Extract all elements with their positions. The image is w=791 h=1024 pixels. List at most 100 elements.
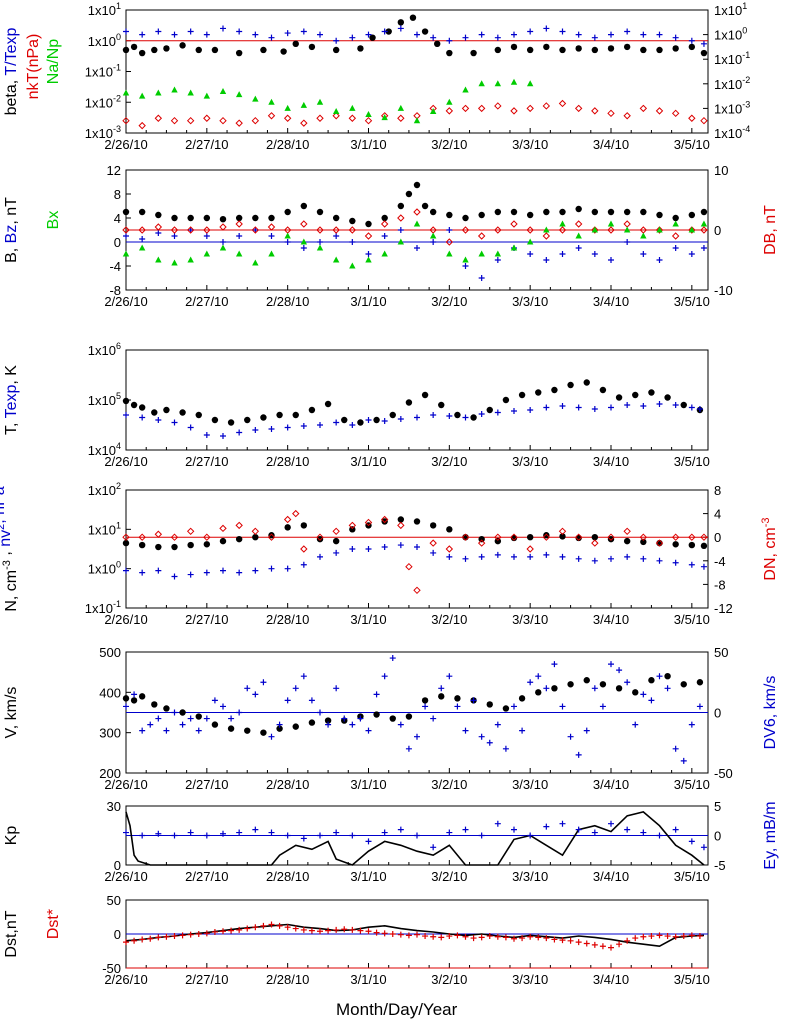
x-tick-label: 2/26/10 — [104, 612, 147, 627]
data-point — [462, 534, 469, 541]
data-point — [138, 121, 146, 130]
x-tick-label: 2/27/10 — [185, 612, 228, 627]
data-point — [138, 226, 146, 234]
data-point — [494, 226, 502, 234]
data-point — [163, 45, 170, 52]
data-point — [179, 42, 186, 49]
data-point — [300, 101, 308, 108]
data-point — [526, 226, 534, 234]
data-point — [624, 239, 631, 245]
data-point — [236, 926, 243, 933]
data-point — [252, 924, 259, 931]
data-point — [559, 251, 566, 257]
data-point — [664, 933, 671, 940]
data-point — [535, 389, 542, 396]
data-point — [494, 820, 501, 827]
data-point — [380, 220, 389, 228]
data-point — [170, 533, 179, 541]
data-point — [268, 426, 275, 432]
data-point — [632, 689, 639, 696]
data-point — [655, 226, 664, 234]
panel-p6: 0 30 -5 0 5 2/26/10 2/27/10 2/28/10 3/1/10 3/2/10… — [3, 799, 779, 884]
x-tick-label: 2/27/10 — [185, 972, 228, 987]
x-tick-label: 3/5/10 — [674, 972, 710, 987]
data-point — [325, 927, 332, 934]
data-point — [122, 89, 130, 96]
data-point — [446, 227, 453, 233]
data-point — [220, 25, 226, 32]
data-point — [203, 533, 211, 541]
data-point — [268, 98, 275, 105]
data-point — [688, 561, 695, 568]
x-tick-label: 2/28/10 — [266, 972, 309, 987]
data-point — [284, 832, 291, 839]
data-point — [672, 220, 679, 227]
data-point — [688, 541, 696, 549]
data-point — [608, 555, 614, 562]
data-point — [688, 404, 695, 411]
y-tick-label: 1x10-1 — [85, 599, 121, 616]
data-point — [187, 28, 194, 35]
data-point — [397, 416, 404, 422]
data-point — [220, 567, 226, 574]
data-point — [365, 220, 372, 228]
data-point — [365, 31, 372, 38]
series-blue-plus — [123, 542, 707, 580]
data-point — [502, 745, 509, 752]
data-point — [454, 411, 461, 419]
data-point — [268, 829, 275, 836]
panel-p5: 200 300 400 500 -50 0 50 2/26/10 2/27/10 2/28/10 3… — [3, 645, 779, 792]
x-tick-label: 3/2/10 — [431, 869, 467, 884]
y-tick-label: 1x10-3 — [85, 124, 121, 141]
data-point — [470, 697, 477, 704]
data-point — [608, 820, 614, 827]
y2-tick-label: 50 — [714, 645, 728, 660]
data-point — [397, 214, 405, 222]
data-point — [567, 937, 574, 944]
data-point — [130, 697, 138, 704]
data-point — [608, 661, 614, 668]
data-point — [284, 239, 291, 245]
data-point — [203, 432, 210, 438]
data-point — [195, 46, 202, 54]
data-point — [219, 537, 227, 545]
data-point — [688, 211, 696, 219]
data-point — [429, 208, 437, 216]
data-point — [688, 838, 695, 845]
data-point — [316, 98, 324, 105]
data-point — [607, 226, 615, 234]
data-point — [599, 386, 607, 394]
data-point — [325, 721, 332, 728]
x-tick-label: 3/2/10 — [431, 294, 467, 309]
data-point — [349, 217, 356, 225]
data-point — [640, 208, 647, 216]
data-point — [220, 928, 226, 935]
data-point — [268, 921, 275, 928]
data-point — [357, 715, 364, 722]
data-point — [421, 28, 429, 35]
data-point — [357, 419, 364, 426]
data-point — [535, 673, 542, 680]
y2-tick-label: 0 — [714, 706, 721, 721]
data-point — [308, 406, 316, 414]
data-point — [219, 87, 227, 94]
data-point — [317, 553, 323, 560]
data-point — [276, 411, 283, 419]
x-tick-label: 2/26/10 — [104, 137, 147, 152]
data-point — [284, 697, 291, 704]
data-point — [454, 703, 461, 710]
data-point — [671, 533, 680, 541]
data-point — [300, 28, 307, 35]
data-point — [599, 943, 606, 950]
data-point — [446, 829, 453, 836]
data-point — [526, 104, 534, 113]
data-point — [696, 679, 704, 686]
data-point — [244, 925, 251, 932]
data-point — [446, 673, 453, 680]
data-point — [688, 251, 695, 257]
data-point — [511, 553, 517, 560]
data-point — [365, 546, 372, 552]
y-axis-label: V, km/s — [3, 687, 20, 739]
series-blue-plus — [123, 401, 703, 439]
y-tick-label: 1x100 — [88, 560, 121, 577]
